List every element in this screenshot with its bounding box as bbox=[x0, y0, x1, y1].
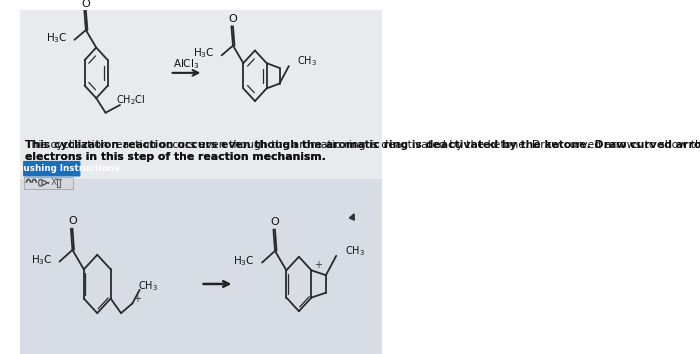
Text: O: O bbox=[81, 0, 90, 9]
Text: This cyclization reaction occurs even though the aromatic ring is deactivated by: This cyclization reaction occurs even th… bbox=[25, 140, 700, 150]
Bar bbox=[20, 10, 382, 179]
Text: CH$_3$: CH$_3$ bbox=[344, 244, 365, 258]
Text: CH$_3$: CH$_3$ bbox=[138, 279, 158, 293]
Text: AlCl$_3$: AlCl$_3$ bbox=[173, 57, 200, 71]
Text: O: O bbox=[271, 217, 279, 227]
FancyBboxPatch shape bbox=[24, 177, 73, 189]
Text: CH$_3$: CH$_3$ bbox=[297, 54, 317, 68]
Text: H$_3$C: H$_3$C bbox=[31, 253, 52, 267]
Text: +: + bbox=[134, 293, 141, 303]
Text: H$_3$C: H$_3$C bbox=[233, 254, 255, 268]
Text: O: O bbox=[229, 15, 237, 24]
Text: O: O bbox=[68, 216, 77, 226]
Text: +: + bbox=[314, 259, 322, 269]
Text: X: X bbox=[50, 178, 57, 187]
Text: H$_3$C: H$_3$C bbox=[193, 46, 214, 60]
Text: This cyclization reaction occurs even though the aromatic ring is deactivated by: This cyclization reaction occurs even th… bbox=[25, 140, 700, 150]
Text: electrons in this step of the reaction mechanism.: electrons in this step of the reaction m… bbox=[25, 152, 326, 161]
FancyBboxPatch shape bbox=[23, 161, 80, 176]
Text: CH$_2$Cl: CH$_2$Cl bbox=[116, 93, 145, 107]
Text: Arrow-pushing Instructions: Arrow-pushing Instructions bbox=[0, 164, 120, 173]
Text: H$_3$C: H$_3$C bbox=[46, 31, 67, 45]
Text: electrons in this step of the reaction mechanism.: electrons in this step of the reaction m… bbox=[25, 152, 326, 161]
